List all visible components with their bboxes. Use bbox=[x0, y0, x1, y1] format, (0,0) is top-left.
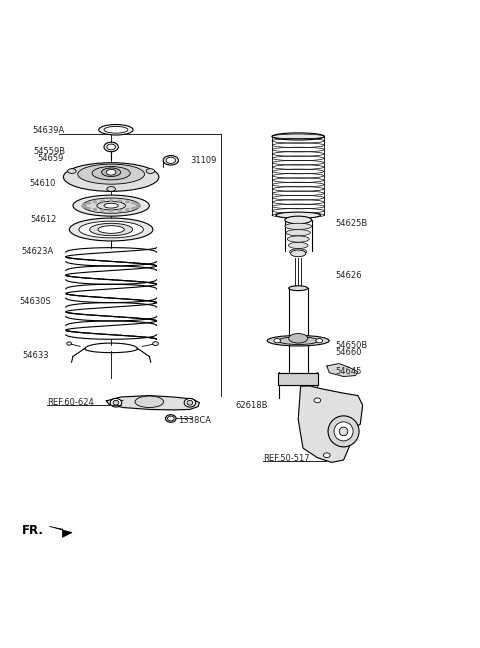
Text: 54626: 54626 bbox=[336, 271, 362, 280]
Ellipse shape bbox=[107, 187, 116, 191]
Ellipse shape bbox=[288, 242, 308, 249]
Ellipse shape bbox=[83, 203, 87, 205]
Text: 54633: 54633 bbox=[23, 351, 49, 360]
Ellipse shape bbox=[290, 250, 306, 257]
Ellipse shape bbox=[314, 398, 321, 403]
Text: 54610: 54610 bbox=[29, 179, 56, 188]
Ellipse shape bbox=[78, 164, 144, 184]
Polygon shape bbox=[49, 526, 72, 537]
Ellipse shape bbox=[334, 422, 353, 441]
Ellipse shape bbox=[316, 338, 323, 343]
Text: 54625B: 54625B bbox=[336, 219, 368, 228]
Ellipse shape bbox=[272, 133, 324, 140]
Ellipse shape bbox=[324, 453, 330, 457]
Ellipse shape bbox=[328, 416, 359, 447]
Ellipse shape bbox=[166, 415, 176, 422]
Text: 54630S: 54630S bbox=[20, 297, 51, 306]
Ellipse shape bbox=[339, 427, 348, 435]
Ellipse shape bbox=[187, 400, 193, 405]
Text: FR.: FR. bbox=[22, 524, 43, 537]
Ellipse shape bbox=[184, 399, 196, 407]
Ellipse shape bbox=[288, 286, 308, 290]
Ellipse shape bbox=[101, 209, 105, 211]
Ellipse shape bbox=[104, 142, 118, 152]
Ellipse shape bbox=[153, 341, 158, 345]
Ellipse shape bbox=[67, 342, 72, 345]
Ellipse shape bbox=[101, 200, 105, 202]
Ellipse shape bbox=[107, 169, 116, 175]
Text: 31109: 31109 bbox=[190, 156, 216, 165]
Ellipse shape bbox=[83, 206, 87, 208]
Ellipse shape bbox=[104, 203, 118, 208]
Ellipse shape bbox=[98, 226, 124, 233]
Ellipse shape bbox=[63, 163, 159, 191]
Ellipse shape bbox=[97, 202, 125, 210]
Ellipse shape bbox=[87, 202, 91, 204]
Ellipse shape bbox=[289, 249, 307, 255]
Ellipse shape bbox=[146, 168, 155, 174]
Ellipse shape bbox=[285, 223, 312, 229]
Ellipse shape bbox=[87, 207, 91, 210]
Text: REF.50-517: REF.50-517 bbox=[263, 454, 310, 463]
Ellipse shape bbox=[125, 208, 129, 211]
Ellipse shape bbox=[288, 374, 308, 379]
Text: 54559B: 54559B bbox=[34, 146, 66, 156]
Text: 54650B: 54650B bbox=[336, 341, 368, 350]
Polygon shape bbox=[327, 364, 358, 376]
Ellipse shape bbox=[102, 168, 120, 176]
Ellipse shape bbox=[92, 167, 130, 180]
Text: REF.60-624: REF.60-624 bbox=[47, 399, 94, 407]
Ellipse shape bbox=[109, 200, 113, 202]
Ellipse shape bbox=[82, 205, 85, 207]
Ellipse shape bbox=[125, 201, 129, 203]
Ellipse shape bbox=[287, 236, 309, 242]
Ellipse shape bbox=[93, 208, 97, 211]
Ellipse shape bbox=[118, 200, 121, 202]
Ellipse shape bbox=[132, 207, 135, 210]
Text: 62618B: 62618B bbox=[235, 400, 268, 410]
Ellipse shape bbox=[99, 124, 133, 135]
Ellipse shape bbox=[90, 224, 132, 236]
Ellipse shape bbox=[113, 400, 119, 405]
Text: 54645: 54645 bbox=[336, 367, 362, 376]
Ellipse shape bbox=[79, 221, 144, 238]
Ellipse shape bbox=[68, 168, 76, 174]
Polygon shape bbox=[278, 373, 318, 385]
Ellipse shape bbox=[135, 203, 139, 205]
Polygon shape bbox=[298, 386, 363, 463]
Ellipse shape bbox=[93, 201, 97, 203]
Text: 1338CA: 1338CA bbox=[178, 416, 211, 425]
Text: 54612: 54612 bbox=[30, 216, 56, 224]
Ellipse shape bbox=[132, 202, 135, 204]
Polygon shape bbox=[107, 395, 199, 410]
Ellipse shape bbox=[285, 216, 312, 224]
Ellipse shape bbox=[73, 195, 149, 216]
Text: 54623A: 54623A bbox=[22, 247, 54, 256]
Ellipse shape bbox=[110, 399, 121, 407]
Ellipse shape bbox=[168, 416, 174, 421]
Ellipse shape bbox=[107, 144, 116, 150]
Ellipse shape bbox=[163, 156, 179, 165]
Ellipse shape bbox=[137, 205, 141, 207]
Ellipse shape bbox=[286, 229, 311, 236]
Ellipse shape bbox=[135, 396, 164, 408]
Ellipse shape bbox=[274, 338, 281, 343]
Text: 54659: 54659 bbox=[37, 154, 63, 163]
Text: 54660: 54660 bbox=[336, 348, 362, 357]
Ellipse shape bbox=[118, 209, 121, 211]
Text: 54639A: 54639A bbox=[33, 126, 65, 135]
Ellipse shape bbox=[276, 212, 321, 218]
Ellipse shape bbox=[109, 209, 113, 212]
Ellipse shape bbox=[83, 198, 140, 213]
Ellipse shape bbox=[267, 336, 329, 346]
Ellipse shape bbox=[166, 157, 176, 163]
Ellipse shape bbox=[288, 334, 308, 343]
Ellipse shape bbox=[70, 218, 153, 241]
Ellipse shape bbox=[278, 337, 318, 345]
Ellipse shape bbox=[104, 126, 128, 133]
Ellipse shape bbox=[135, 206, 139, 208]
